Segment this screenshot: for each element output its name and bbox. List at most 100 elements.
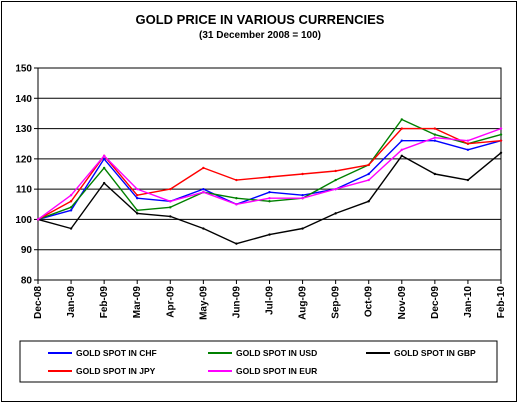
data-point <box>301 197 304 200</box>
data-point <box>136 194 139 197</box>
data-point <box>301 194 304 197</box>
x-tick-label: Oct-09 <box>364 286 375 318</box>
legend-item: GOLD SPOT IN JPY <box>48 366 156 376</box>
y-tick-label: 130 <box>15 124 32 135</box>
data-point <box>202 227 205 230</box>
data-point <box>466 178 470 182</box>
data-point <box>499 133 503 136</box>
legend-label: GOLD SPOT IN GBP <box>394 348 476 358</box>
x-tick-label: Jul-09 <box>265 286 276 315</box>
y-tick-label: 150 <box>15 64 32 75</box>
x-axis: Dec-08 Jan-09 Feb-09 Mar-09 Apr-09 May-09 Jun-… <box>33 280 507 320</box>
data-point <box>69 200 73 203</box>
x-tick-label: Dec-08 <box>33 286 44 319</box>
y-tick-label: 120 <box>15 154 32 165</box>
data-point <box>268 190 271 194</box>
legend-box <box>19 340 498 383</box>
data-point <box>169 187 172 191</box>
y-axis: 80 90 100 110 120 130 140 150 <box>15 64 38 287</box>
data-point <box>499 139 503 142</box>
legend-label: GOLD SPOT IN EUR <box>236 366 317 376</box>
data-point <box>268 200 271 203</box>
x-tick-label: Feb-10 <box>496 286 507 319</box>
data-point <box>69 209 73 212</box>
data-point <box>169 200 172 203</box>
data-point <box>301 172 304 176</box>
x-tick-label: Jan-10 <box>463 286 474 318</box>
data-point <box>433 172 437 176</box>
x-tick-label: Apr-09 <box>165 286 176 318</box>
data-point <box>136 212 139 215</box>
data-point <box>69 206 73 209</box>
data-point <box>169 215 172 218</box>
legend: GOLD SPOT IN CHF GOLD SPOT IN USD GOLD SPO… <box>48 348 476 376</box>
data-point <box>235 203 238 206</box>
x-tick-label: Aug-09 <box>298 286 309 320</box>
legend-label: GOLD SPOT IN JPY <box>76 366 156 376</box>
data-point <box>367 163 370 167</box>
data-point <box>301 227 304 230</box>
data-point <box>334 178 337 182</box>
legend-item: GOLD SPOT IN EUR <box>208 366 317 376</box>
data-point <box>334 169 337 173</box>
legend-item: GOLD SPOT IN USD <box>208 348 317 358</box>
series-line-gold-spot-in-jpy <box>37 127 502 221</box>
data-point <box>136 209 139 212</box>
y-tick-label: 90 <box>21 245 33 256</box>
data-point <box>268 197 271 200</box>
gridlines <box>38 67 501 281</box>
y-tick-label: 110 <box>16 185 33 196</box>
data-point <box>102 181 106 185</box>
data-point <box>235 197 238 200</box>
data-point <box>102 166 106 170</box>
data-point <box>136 187 139 191</box>
chart-title: GOLD PRICE IN VARIOUS CURRENCIES <box>136 12 385 27</box>
data-point <box>334 187 337 191</box>
data-point <box>36 218 40 221</box>
data-point <box>400 154 403 158</box>
x-tick-label: Jan-09 <box>66 286 77 318</box>
data-point <box>433 133 437 136</box>
y-tick-label: 80 <box>21 276 33 287</box>
data-point <box>499 151 503 154</box>
data-point <box>367 178 370 182</box>
data-point <box>400 139 403 142</box>
data-point <box>136 197 139 200</box>
legend-item: GOLD SPOT IN CHF <box>48 348 157 358</box>
plot-area <box>37 67 502 281</box>
legend-label: GOLD SPOT IN CHF <box>76 348 157 358</box>
legend-item: GOLD SPOT IN GBP <box>366 348 476 358</box>
x-tick-label: Dec-09 <box>430 286 441 319</box>
series-lines <box>36 118 503 245</box>
chart-subtitle: (31 December 2008 = 100) <box>199 30 321 41</box>
data-point <box>499 127 503 130</box>
data-point <box>268 233 271 236</box>
x-tick-label: Mar-09 <box>132 286 143 319</box>
data-point <box>69 227 73 230</box>
series-line-gold-spot-in-chf <box>37 139 502 221</box>
data-point <box>400 148 403 151</box>
data-point <box>202 190 205 194</box>
y-tick-label: 100 <box>15 215 32 226</box>
x-tick-label: Jun-09 <box>231 286 242 319</box>
data-point <box>367 200 370 203</box>
x-tick-label: May-09 <box>198 286 209 320</box>
data-point <box>235 178 238 182</box>
x-tick-label: Sep-09 <box>331 286 342 319</box>
y-tick-label: 140 <box>15 94 32 105</box>
data-point <box>202 187 205 191</box>
data-point <box>400 118 403 121</box>
data-point <box>466 139 470 142</box>
data-point <box>367 172 370 176</box>
x-tick-label: Feb-09 <box>99 286 110 319</box>
data-point <box>334 212 337 215</box>
data-point <box>466 142 470 145</box>
data-point <box>235 242 238 245</box>
series-line-gold-spot-in-eur <box>37 127 502 220</box>
data-point <box>268 175 271 179</box>
data-point <box>169 206 172 209</box>
data-point <box>102 157 106 161</box>
data-point <box>69 194 73 197</box>
data-point <box>466 148 470 151</box>
